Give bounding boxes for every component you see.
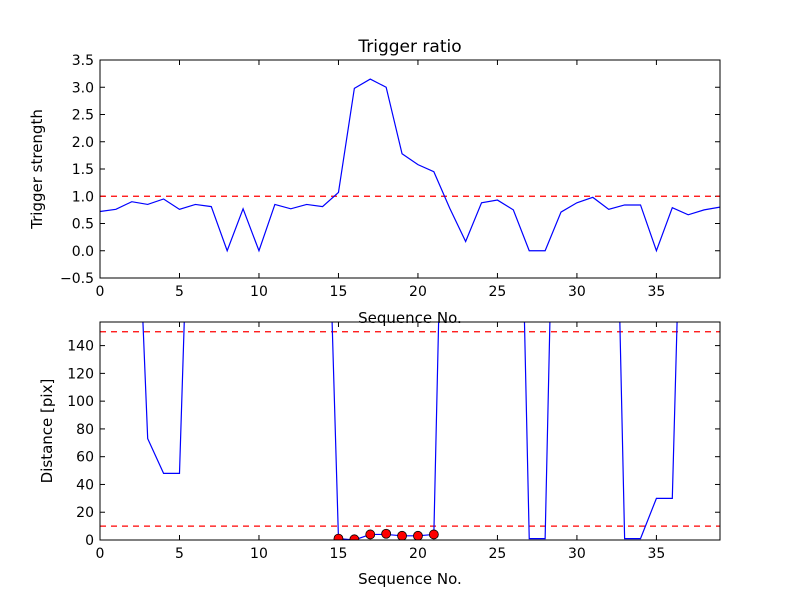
trigger-ratio-ticks: 0 5 10 15 20 25 30 35 −0.5 0.0 0.5 1.0 1.5 2.0 2.5 3.0 3…	[60, 53, 720, 300]
distance-highlight-point	[397, 530, 407, 540]
trigger-ratio-series	[100, 78, 720, 253]
distance-plot-area	[100, 322, 720, 540]
distance-subplot: Sequence No. Distance [pix] 0 5 10 15 20 25 30…	[38, 321, 721, 588]
distance-series	[100, 322, 720, 540]
trigger-ratio-xtick-label: 0	[96, 284, 105, 300]
trigger-ratio-xlabel: Sequence No.	[358, 309, 462, 327]
distance-ytick-label: 20	[76, 505, 94, 521]
trigger-ratio-ytick-label: 1.0	[72, 189, 94, 205]
trigger-ratio-plot-area	[100, 78, 720, 253]
distance-highlight-point	[333, 533, 344, 540]
distance-highlight-point	[428, 529, 439, 540]
trigger-ratio-xtick-label: 20	[409, 284, 427, 300]
distance-ytick-label: 80	[76, 422, 94, 438]
trigger-ratio-ytick-label: 3.5	[72, 53, 94, 69]
distance-ytick-label: 40	[76, 477, 94, 493]
trigger-ratio-xtick-label: 10	[250, 284, 268, 300]
trigger-ratio-ytick-label: 1.5	[72, 162, 94, 178]
distance-xtick-label: 10	[250, 546, 268, 562]
distance-ylabel: Distance [pix]	[38, 379, 56, 484]
trigger-ratio-ytick-label: 0.0	[72, 244, 94, 260]
trigger-ratio-ytick-label: 2.0	[72, 135, 94, 151]
trigger-ratio-ylabel: Trigger strength	[28, 109, 46, 230]
trigger-ratio-ytick-label: 2.5	[72, 108, 94, 124]
distance-xlabel: Sequence No.	[358, 570, 462, 588]
distance-xtick-label: 30	[568, 546, 586, 562]
distance-ytick-label: 100	[67, 394, 94, 410]
distance-frame	[99, 321, 721, 541]
trigger-ratio-ytick-label: −0.5	[60, 271, 94, 287]
trigger-ratio-xtick-label: 35	[647, 284, 665, 300]
distance-highlight-point	[413, 530, 423, 540]
distance-ytick-label: 140	[67, 339, 94, 355]
trigger-ratio-xtick-label: 5	[175, 284, 184, 300]
distance-series-line	[142, 322, 678, 540]
distance-ytick-label: 60	[76, 450, 94, 466]
distance-ytick-label: 120	[67, 366, 94, 382]
trigger-ratio-xtick-label: 15	[330, 284, 348, 300]
distance-ticks: 0 5 10 15 20 25 30 35 0 20 40 60 80 100 120 140	[67, 322, 720, 562]
trigger-ratio-xtick-label: 30	[568, 284, 586, 300]
distance-xtick-label: 20	[409, 546, 427, 562]
distance-highlight-point	[349, 534, 360, 540]
trigger-ratio-title: Trigger ratio	[357, 37, 461, 57]
trigger-ratio-subplot: Trigger ratio Sequence No. Trigger stren…	[28, 37, 721, 327]
distance-xtick-label: 35	[647, 546, 665, 562]
distance-xtick-label: 25	[489, 546, 507, 562]
distance-xtick-label: 0	[96, 546, 105, 562]
distance-ytick-label: 0	[85, 533, 94, 549]
distance-highlight-point	[365, 529, 376, 540]
trigger-ratio-ytick-label: 3.0	[72, 80, 94, 96]
distance-xtick-label: 5	[175, 546, 184, 562]
trigger-ratio-series-line	[100, 78, 720, 253]
trigger-ratio-frame	[99, 59, 721, 279]
trigger-ratio-xtick-label: 25	[489, 284, 507, 300]
distance-xtick-label: 15	[330, 546, 348, 562]
distance-highlight-point	[381, 528, 392, 539]
trigger-ratio-ytick-label: 0.5	[72, 217, 94, 233]
